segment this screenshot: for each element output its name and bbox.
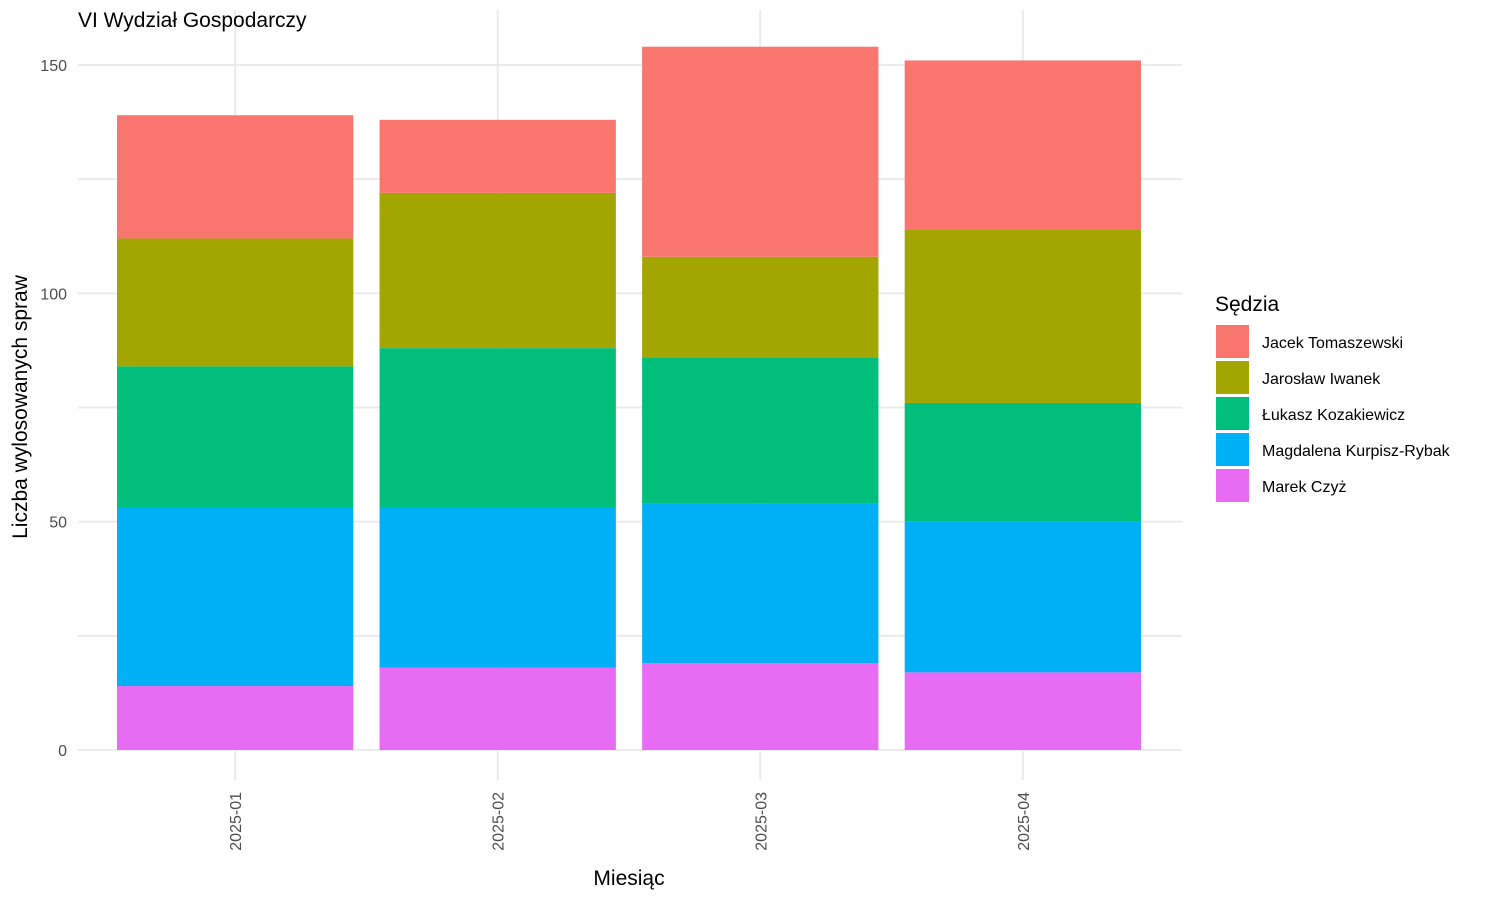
bar-segment	[117, 507, 354, 687]
legend-label: Jacek Tomaszewski	[1262, 335, 1403, 352]
y-tick-label: 50	[49, 515, 67, 532]
legend-label: Łukasz Kozakiewicz	[1262, 407, 1405, 424]
legend: Sędzia Jacek Tomaszewski Jarosław Iwanek Ł…	[1215, 293, 1451, 502]
legend-key	[1216, 469, 1249, 502]
y-axis-title: Liczba wylosowanych spraw	[9, 274, 32, 539]
x-tick-label: 2025-02	[491, 792, 508, 851]
legend-key	[1216, 433, 1249, 466]
legend-key	[1216, 397, 1249, 430]
bar-segment	[379, 192, 616, 349]
bar-segment	[642, 357, 879, 504]
x-axis-ticks: 2025-01 2025-02 2025-03 2025-04	[228, 792, 1033, 851]
legend-key	[1216, 361, 1249, 394]
legend-label: Magdalena Kurpisz-Rybak	[1262, 443, 1451, 460]
bar-segment	[904, 229, 1141, 403]
bar-segment	[117, 686, 354, 750]
x-axis-title: Miesiąc	[593, 867, 664, 890]
bar-segment	[642, 663, 879, 750]
bar-segment	[904, 521, 1141, 673]
bar-segment	[379, 348, 616, 508]
bar-segment	[642, 503, 879, 664]
bar-segment	[379, 667, 616, 750]
bar-segment	[117, 115, 354, 239]
y-tick-label: 0	[58, 743, 67, 760]
bar-segment	[904, 672, 1141, 750]
bar-segment	[904, 60, 1141, 230]
bar-segment	[379, 119, 616, 193]
bars	[117, 46, 1141, 750]
bar-segment	[117, 238, 354, 367]
x-tick-label: 2025-03	[753, 792, 770, 851]
bar-segment	[117, 366, 354, 508]
legend-label: Marek Czyż	[1262, 479, 1346, 496]
bar-segment	[642, 46, 879, 257]
x-tick-label: 2025-04	[1016, 792, 1033, 851]
bar-segment	[379, 507, 616, 668]
legend-title: Sędzia	[1215, 293, 1280, 316]
x-tick-label: 2025-01	[228, 792, 245, 851]
y-tick-label: 150	[40, 58, 67, 75]
y-tick-label: 100	[40, 286, 67, 303]
y-axis-ticks: 0 50 100 150	[40, 58, 67, 760]
chart-title: VI Wydział Gospodarczy	[78, 9, 307, 32]
bar-segment	[642, 256, 879, 358]
legend-key	[1216, 325, 1249, 358]
legend-label: Jarosław Iwanek	[1262, 371, 1381, 388]
bar-segment	[904, 402, 1141, 522]
